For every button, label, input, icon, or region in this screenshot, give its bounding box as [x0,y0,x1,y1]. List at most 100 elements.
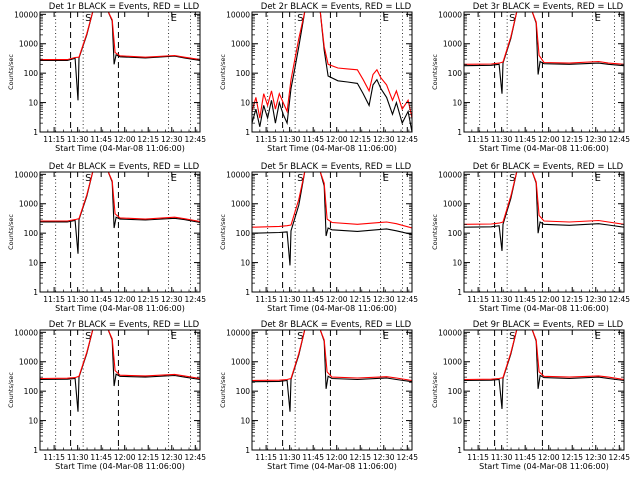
x-tick-label: 12:45 [184,453,206,462]
x-tick-label: 12:30 [373,295,395,304]
x-tick-label: 12:45 [608,453,630,462]
x-tick-label: 12:15 [349,453,371,462]
chart-title: Det 8r BLACK = Events, RED = LLD [261,320,412,330]
x-tick-label: 12:00 [326,295,348,304]
start-marker-label: S [509,331,515,342]
x-tick-label: 12:15 [137,135,159,144]
start-marker-label: S [297,331,303,342]
x-tick-label: 12:30 [373,135,395,144]
y-tick-label: 1 [457,288,462,297]
x-tick-label: 11:15 [43,295,65,304]
y-tick-label: 10000 [14,170,38,179]
chart-title: Det 7r BLACK = Events, RED = LLD [49,320,200,330]
series-line-events [40,12,200,101]
y-tick-label: 1 [457,446,462,455]
y-tick-label: 10 [452,417,462,426]
x-tick-label: 11:45 [90,135,112,144]
y-tick-label: 1000 [231,200,250,209]
y-tick-label: 10000 [226,10,250,19]
x-axis-label: Start Time (04-Mar-08 11:06:00) [267,462,397,471]
y-tick-label: 1000 [231,358,250,367]
x-axis-label: Start Time (04-Mar-08 11:06:00) [55,462,185,471]
x-tick-label: 12:00 [326,453,348,462]
x-tick-label: 11:15 [255,295,277,304]
y-tick-label: 100 [236,69,251,78]
chart-title: Det 9r BLACK = Events, RED = LLD [473,320,624,330]
y-tick-label: 10 [240,259,250,268]
y-tick-label: 100 [24,69,39,78]
y-axis-label: Counts/sec [219,372,227,408]
x-tick-label: 12:00 [538,295,560,304]
x-tick-label: 11:45 [302,135,324,144]
x-tick-label: 11:30 [67,295,89,304]
y-tick-label: 10000 [438,10,462,19]
x-tick-label: 12:30 [161,295,183,304]
y-tick-label: 1000 [19,40,38,49]
y-tick-label: 1000 [19,358,38,367]
end-marker-label: E [383,173,389,184]
x-tick-label: 12:15 [349,135,371,144]
chart-title: Det 3r BLACK = Events, RED = LLD [473,2,624,12]
x-tick-label: 12:45 [608,135,630,144]
x-axis-label: Start Time (04-Mar-08 11:06:00) [55,144,185,153]
x-tick-label: 12:30 [373,453,395,462]
y-tick-label: 10 [28,99,38,108]
start-marker-label: S [85,173,91,184]
series-line-events [464,12,624,94]
y-tick-label: 10000 [438,170,462,179]
chart-title: Det 4r BLACK = Events, RED = LLD [49,162,200,172]
y-tick-label: 10000 [14,10,38,19]
plot-frame [463,11,625,133]
series-line-lld [252,172,412,229]
series-line-lld [40,12,200,61]
x-tick-label: 11:45 [302,453,324,462]
y-axis-label: Counts/sec [7,372,15,408]
end-marker-label: E [595,173,601,184]
y-tick-label: 100 [236,229,251,238]
plot-frame [39,171,201,293]
x-tick-label: 12:30 [585,453,607,462]
y-tick-label: 1 [33,446,38,455]
series-line-lld [464,330,624,381]
x-tick-label: 12:00 [114,135,136,144]
series-line-events [252,12,412,132]
series-line-events [464,330,624,409]
series-line-events [464,172,624,251]
y-tick-label: 100 [448,387,463,396]
plot-frame [251,171,413,293]
series-line-events [252,172,412,266]
series-line-lld [252,12,412,119]
x-tick-label: 11:30 [491,453,513,462]
x-tick-label: 11:45 [514,295,536,304]
x-tick-label: 12:00 [326,135,348,144]
plot-frame [39,329,201,451]
end-marker-label: E [171,331,177,342]
start-marker-label: S [509,13,515,24]
end-marker-label: E [171,173,177,184]
y-tick-label: 1 [33,128,38,137]
x-tick-label: 11:45 [90,295,112,304]
start-marker-label: S [297,13,303,24]
x-tick-label: 12:45 [396,135,418,144]
x-tick-label: 12:00 [114,295,136,304]
y-tick-label: 10 [240,99,250,108]
x-tick-label: 11:30 [279,453,301,462]
x-tick-label: 11:15 [255,135,277,144]
end-marker-label: E [383,331,389,342]
x-tick-label: 12:45 [184,135,206,144]
x-tick-label: 12:15 [137,453,159,462]
y-tick-label: 10000 [226,170,250,179]
chart-title: Det 5r BLACK = Events, RED = LLD [261,162,412,172]
x-tick-label: 11:30 [67,135,89,144]
y-tick-label: 10000 [438,328,462,337]
y-tick-label: 1000 [19,200,38,209]
y-axis-label: Counts/sec [219,214,227,250]
x-tick-label: 11:30 [67,453,89,462]
